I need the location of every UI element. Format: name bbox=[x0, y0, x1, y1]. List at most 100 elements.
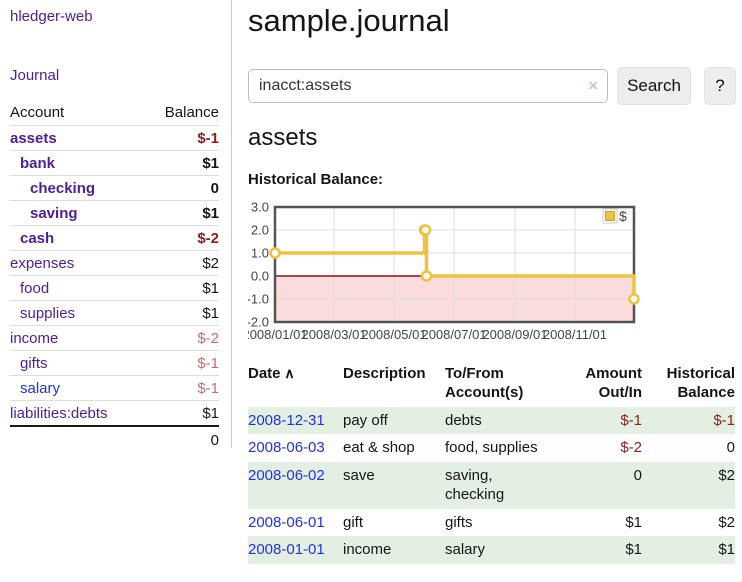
search-button[interactable]: Search bbox=[617, 67, 691, 105]
data-point-marker bbox=[419, 224, 432, 236]
x-tick-label: 2008/03/01 bbox=[301, 327, 366, 342]
register-header-row: Date ∧ Description To/From Account(s) Amoun… bbox=[248, 362, 735, 407]
account-balance: $-1 bbox=[197, 130, 219, 147]
account-name-cell: liabilities:debts bbox=[10, 401, 144, 427]
y-tick-label: 3.0 bbox=[251, 200, 269, 215]
transaction-balance: $-1 bbox=[713, 411, 735, 429]
transaction-date-link[interactable]: 2008-01-01 bbox=[248, 541, 325, 558]
account-link[interactable]: cash bbox=[20, 230, 55, 247]
account-link[interactable]: bank bbox=[20, 155, 56, 172]
legend-swatch bbox=[605, 211, 615, 221]
transaction-row: 2008-06-01 gift gifts $1 $2 bbox=[248, 509, 735, 537]
transaction-date-cell: 2008-01-01 bbox=[248, 536, 343, 564]
account-balance: $1 bbox=[202, 155, 219, 172]
account-name-cell: food bbox=[10, 276, 144, 301]
account-link[interactable]: checking bbox=[30, 180, 96, 197]
plot-border bbox=[273, 205, 636, 324]
transaction-date-cell: 2008-06-01 bbox=[248, 509, 343, 537]
account-row: bank $1 bbox=[10, 150, 219, 176]
transaction-row: 2008-06-02 save saving, checking 0 $2 bbox=[248, 461, 735, 509]
transaction-balance: $2 bbox=[718, 513, 735, 531]
transaction-accounts: saving, checking bbox=[445, 466, 505, 504]
y-tick-label: -2.0 bbox=[248, 315, 269, 330]
account-row: checking 0 bbox=[10, 175, 219, 201]
transaction-accounts: debts bbox=[445, 411, 482, 429]
y-tick-label: 1.0 bbox=[251, 246, 269, 261]
transaction-date-cell: 2008-12-31 bbox=[248, 407, 343, 435]
account-balance: $1 bbox=[202, 205, 219, 222]
transaction-date-cell: 2008-06-03 bbox=[248, 434, 343, 462]
account-row: expenses $2 bbox=[10, 250, 219, 276]
account-link[interactable]: supplies bbox=[20, 305, 76, 322]
account-title: assets bbox=[248, 124, 318, 151]
page-title: sample.journal bbox=[248, 3, 450, 38]
legend-label: $ bbox=[619, 208, 627, 224]
account-link[interactable]: income bbox=[10, 330, 59, 347]
transaction-row: 2008-12-31 pay off debts $-1 $-1 bbox=[248, 406, 735, 435]
account-row: liabilities:debts $1 bbox=[10, 400, 219, 427]
search-input-wrap: × bbox=[248, 69, 608, 103]
account-row: gifts $-1 bbox=[10, 350, 219, 376]
accounts-total-value: 0 bbox=[210, 432, 219, 449]
clear-search-icon[interactable]: × bbox=[588, 76, 598, 95]
account-link[interactable]: liabilities:debts bbox=[10, 405, 108, 422]
account-row: cash $-2 bbox=[10, 225, 219, 251]
account-link[interactable]: saving bbox=[30, 205, 78, 222]
transaction-amount: $1 bbox=[625, 541, 642, 558]
accounts-header-row: Account Balance bbox=[10, 100, 219, 126]
transaction-description: gift bbox=[343, 513, 364, 531]
sort-ascending-icon[interactable]: ∧ bbox=[280, 365, 295, 381]
transaction-description: income bbox=[343, 541, 392, 558]
x-tick-label: 2008/01/01 bbox=[248, 327, 308, 342]
account-row: assets $-1 bbox=[10, 125, 219, 151]
accounts-total-spacer bbox=[10, 426, 144, 454]
transaction-date-link[interactable]: 2008-12-31 bbox=[248, 411, 325, 429]
account-name-cell: assets bbox=[10, 126, 144, 151]
accounts-total-row: 0 bbox=[10, 426, 219, 454]
app-brand-link[interactable]: hledger-web bbox=[10, 8, 93, 25]
account-balance: $1 bbox=[202, 305, 219, 322]
x-tick-label: 2008/11/01 bbox=[543, 327, 607, 342]
transaction-amount: 0 bbox=[633, 466, 642, 484]
transaction-description: save bbox=[343, 466, 375, 484]
account-balance: $-1 bbox=[197, 380, 219, 397]
account-link[interactable]: salary bbox=[20, 380, 61, 397]
register-header-historical: Historical Balance bbox=[666, 365, 735, 401]
transaction-date-link[interactable]: 2008-06-02 bbox=[248, 466, 325, 484]
account-name-cell: expenses bbox=[10, 251, 144, 276]
account-balance: $-2 bbox=[197, 330, 219, 347]
transaction-date-cell: 2008-06-02 bbox=[248, 462, 343, 509]
data-point-marker bbox=[628, 293, 640, 305]
account-link[interactable]: food bbox=[20, 280, 50, 297]
account-name-cell: cash bbox=[10, 226, 144, 251]
sidebar: hledger-web Journal Account Balance asse… bbox=[0, 0, 232, 449]
transaction-date-link[interactable]: 2008-06-01 bbox=[248, 513, 325, 531]
account-balance: 0 bbox=[210, 180, 219, 197]
transaction-amount: $-2 bbox=[620, 439, 642, 456]
transaction-row: 2008-06-03 eat & shop food, supplies $-2 0 bbox=[248, 434, 735, 462]
x-tick-label: 2008/05/01 bbox=[361, 327, 426, 342]
sidebar-item-journal[interactable]: Journal bbox=[10, 67, 60, 84]
account-balance: $-1 bbox=[197, 355, 219, 372]
accounts-header-balance: Balance bbox=[164, 104, 219, 121]
transaction-row: 2008-01-01 income salary $1 $1 bbox=[248, 536, 735, 564]
account-name-cell: gifts bbox=[10, 351, 144, 376]
account-name-cell: checking bbox=[10, 176, 144, 201]
main-content: sample.journal × Search ? assets Histori… bbox=[242, 0, 736, 582]
transaction-balance: $2 bbox=[718, 466, 735, 484]
account-link[interactable]: assets bbox=[10, 130, 57, 147]
account-name-cell: salary bbox=[10, 376, 144, 401]
register-header-date[interactable]: Date ∧ bbox=[248, 365, 295, 382]
data-point-marker bbox=[420, 270, 433, 282]
account-link[interactable]: gifts bbox=[20, 355, 48, 372]
transaction-accounts: salary bbox=[445, 541, 486, 558]
account-row: salary $-1 bbox=[10, 375, 219, 401]
account-link[interactable]: expenses bbox=[10, 255, 75, 272]
search-input[interactable] bbox=[248, 69, 608, 103]
transaction-date-link[interactable]: 2008-06-03 bbox=[248, 439, 325, 456]
account-name-cell: bank bbox=[10, 151, 144, 176]
y-tick-label: -1.0 bbox=[248, 292, 269, 307]
help-button[interactable]: ? bbox=[704, 67, 736, 105]
search-form: × Search ? bbox=[248, 67, 736, 105]
register-header-description: Description bbox=[343, 365, 426, 382]
